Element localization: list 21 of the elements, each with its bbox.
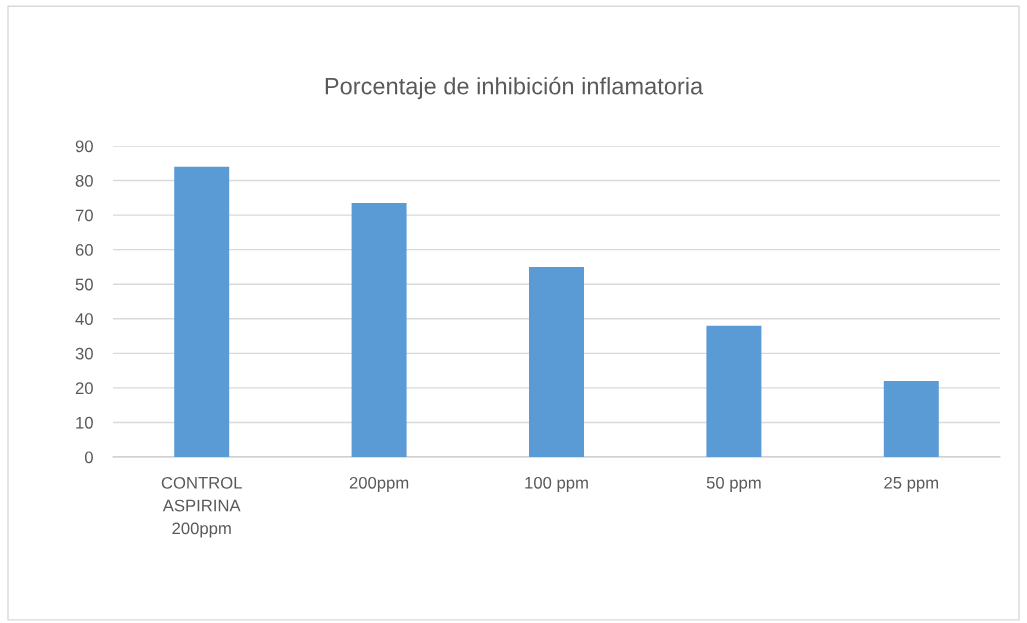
y-tick-label: 50: [75, 278, 93, 291]
y-tick-label: 90: [75, 140, 93, 153]
y-tick-label: 10: [76, 416, 93, 429]
chart-title: Porcentaje de inhibición inflamatoria: [325, 76, 704, 100]
x-tick-label: 100 ppm: [525, 476, 588, 492]
y-tick-label: 80: [75, 174, 93, 187]
y-tick-label: 60: [75, 244, 93, 256]
y-tick-label: 70: [75, 209, 93, 222]
y-tick-label: 20: [75, 382, 93, 395]
x-tick-label: CONTROL ASPIRINA 200ppm: [161, 476, 242, 538]
bar: [174, 166, 230, 457]
bar: [529, 266, 584, 457]
x-tick-label: 25 ppm: [884, 476, 938, 492]
y-tick-label: 0: [84, 451, 93, 464]
x-tick-label: 200ppm: [349, 476, 409, 492]
x-tick-label: 50 ppm: [706, 476, 761, 492]
y-tick-label: 40: [75, 313, 93, 325]
bar: [706, 325, 762, 457]
y-tick-label: 30: [75, 347, 93, 360]
bar: [351, 203, 407, 457]
bar: [883, 380, 939, 457]
